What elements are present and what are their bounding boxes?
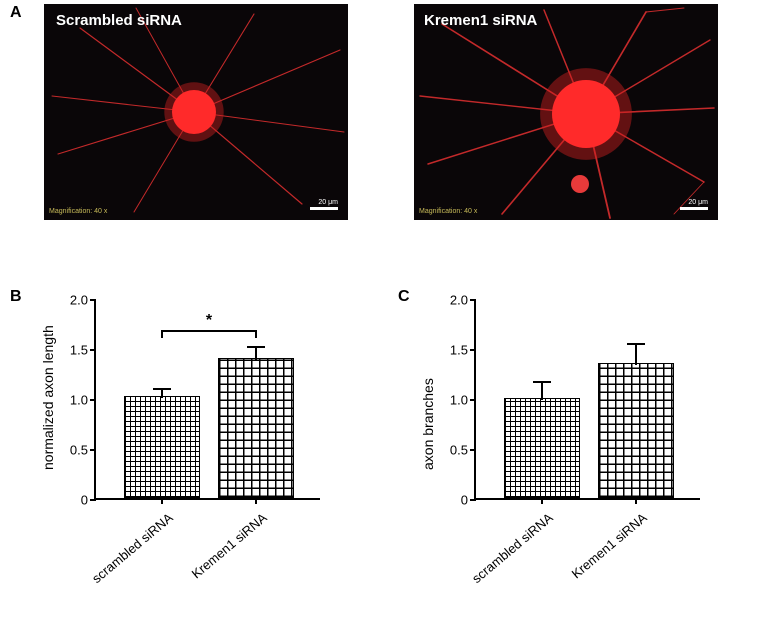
neuron-graphic-scrambled [44,4,348,220]
y-tick-label: 1.5 [38,343,88,358]
chart-plot-area-c: 00.51.01.52.0scrambled siRNAKremen1 siRN… [474,300,700,500]
error-bar [541,382,543,400]
x-tick-label: scrambled siRNA [74,510,176,599]
y-tick-label: 0.5 [38,443,88,458]
image-label-scrambled: Scrambled siRNA [56,12,182,29]
x-tick [635,498,637,504]
chart-plot-area-b: 00.51.01.52.0scrambled siRNAKremen1 siRN… [94,300,320,500]
x-tick [161,498,163,504]
scale-bar [680,207,708,210]
figure-root: A Scrambled siRNA Magnification: 40 x 20… [0,0,767,642]
y-tick [470,349,476,351]
y-tick [470,299,476,301]
scale-bar [310,207,338,210]
y-tick [90,299,96,301]
significance-bracket [255,330,257,338]
bar [598,363,674,498]
magnification-label: Magnification: 40 x [419,208,477,215]
y-tick-label: 0 [38,493,88,508]
error-cap [627,343,645,345]
y-tick-label: 1.0 [38,393,88,408]
x-tick [541,498,543,504]
bar [124,396,200,498]
error-cap [247,346,265,348]
bar-chart-axon-branches: axon branches 00.51.01.52.0scrambled siR… [404,300,740,590]
y-tick [90,399,96,401]
y-tick-label: 1.0 [418,393,468,408]
x-tick [255,498,257,504]
microscopy-image-scrambled: Scrambled siRNA Magnification: 40 x 20 μ… [44,4,348,220]
bar [504,398,580,498]
x-tick-label: scrambled siRNA [454,510,556,599]
error-bar [635,344,637,365]
image-label-kremen1: Kremen1 siRNA [424,12,537,29]
bar [218,358,294,498]
neuron-graphic-kremen1 [414,4,718,220]
microscopy-image-kremen1: Kremen1 siRNA Magnification: 40 x 20 μm [414,4,718,220]
magnification-label: Magnification: 40 x [49,208,107,215]
scale-bar-label: 20 μm [318,199,338,206]
scale-bar-label: 20 μm [688,199,708,206]
y-tick [470,499,476,501]
y-tick [90,349,96,351]
significance-bracket [162,330,256,332]
y-tick-label: 0 [418,493,468,508]
panel-a-label: A [10,4,22,22]
y-tick-label: 2.0 [38,293,88,308]
y-tick-label: 2.0 [418,293,468,308]
y-tick [470,449,476,451]
significance-bracket [161,330,163,338]
x-tick-label: Kremen1 siRNA [548,510,650,599]
error-cap [153,388,171,390]
bar-chart-axon-length: normalized axon length 00.51.01.52.0scra… [24,300,360,590]
y-tick [90,499,96,501]
panel-b-label: B [10,288,22,306]
y-tick [470,399,476,401]
y-tick [90,449,96,451]
y-tick-label: 0.5 [418,443,468,458]
error-bar [255,347,257,360]
error-bar [161,389,163,398]
x-tick-label: Kremen1 siRNA [168,510,270,599]
significance-star: * [206,312,212,330]
error-cap [533,381,551,383]
y-tick-label: 1.5 [418,343,468,358]
